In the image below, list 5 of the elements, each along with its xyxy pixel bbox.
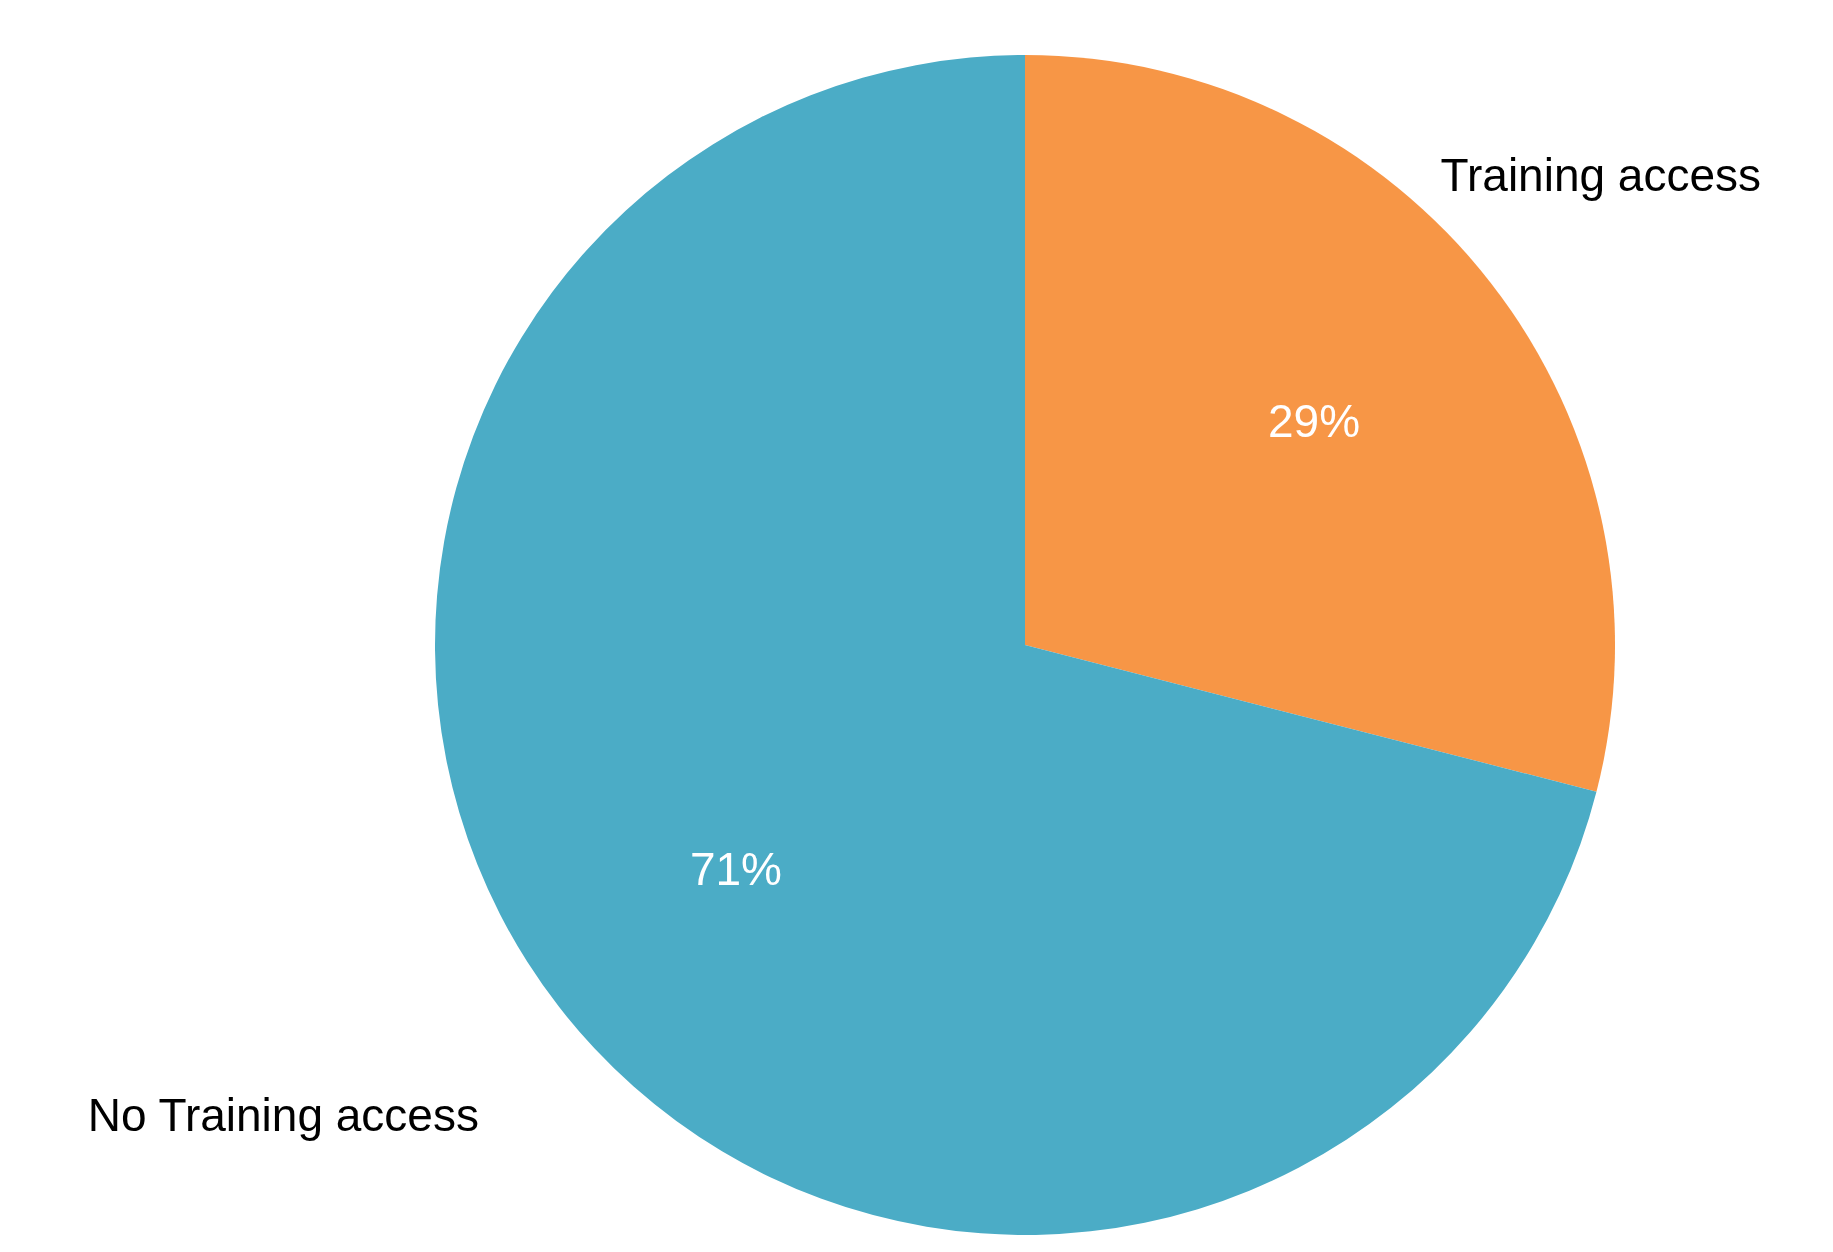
slice-label: No Training access xyxy=(87,1089,479,1142)
slice-label: Training access xyxy=(1440,148,1762,201)
pie-slice xyxy=(1025,55,1615,792)
data-label: 29% xyxy=(1268,394,1361,447)
data-label: 71% xyxy=(689,843,782,896)
